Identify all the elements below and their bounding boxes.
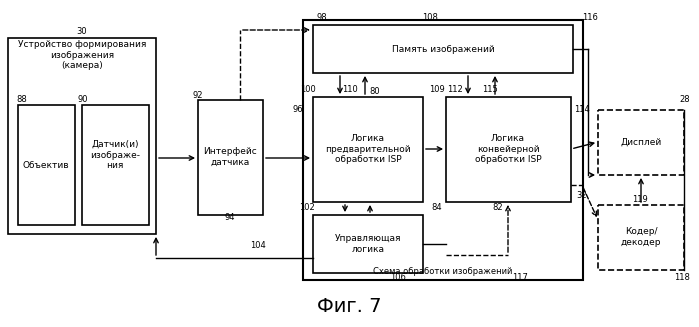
Text: 28: 28 (679, 95, 691, 105)
Bar (313, 215, 423, 273)
Text: Управляющая
логика: Управляющая логика (335, 234, 401, 254)
Text: Датчик(и)
изображе-
ния: Датчик(и) изображе- ния (90, 140, 140, 170)
Text: 109: 109 (429, 85, 445, 95)
Text: Устройство формирования
изображения
(камера): Устройство формирования изображения (кам… (17, 40, 146, 70)
Text: 117: 117 (512, 273, 528, 283)
Bar (446, 97, 571, 202)
Text: 92: 92 (193, 91, 203, 99)
Text: 100: 100 (300, 85, 316, 95)
Text: 94: 94 (225, 214, 236, 222)
Text: 104: 104 (250, 240, 266, 250)
Text: 116: 116 (582, 13, 598, 23)
Bar (598, 205, 684, 270)
Text: 119: 119 (632, 196, 648, 204)
Text: 115: 115 (482, 85, 498, 95)
Text: 80: 80 (370, 88, 380, 96)
Text: 114: 114 (574, 106, 590, 114)
Text: Объектив: Объектив (22, 161, 69, 169)
Text: 110: 110 (342, 85, 358, 95)
Text: 88: 88 (17, 95, 27, 105)
Text: 118: 118 (674, 273, 690, 283)
Bar (18, 105, 75, 225)
Bar (8, 38, 156, 234)
Text: 82: 82 (493, 203, 503, 213)
Text: 98: 98 (317, 13, 327, 23)
Text: Кодер/
декодер: Кодер/ декодер (621, 227, 661, 247)
Bar (313, 97, 423, 202)
Text: Логика
конвейерной
обработки ISP: Логика конвейерной обработки ISP (475, 134, 541, 164)
Text: 108: 108 (422, 13, 438, 23)
Text: Логика
предварительной
обработки ISP: Логика предварительной обработки ISP (325, 134, 411, 164)
Text: 84: 84 (432, 203, 442, 213)
Bar (198, 100, 263, 215)
Text: 90: 90 (78, 95, 88, 105)
Text: 96: 96 (293, 106, 303, 114)
Text: Дисплей: Дисплей (621, 137, 662, 146)
Text: 30: 30 (77, 27, 87, 37)
Text: 106: 106 (390, 273, 406, 283)
Text: Фиг. 7: Фиг. 7 (317, 298, 382, 317)
Text: 102: 102 (299, 203, 315, 213)
Bar (303, 20, 583, 280)
Text: Интерфейс
датчика: Интерфейс датчика (203, 147, 257, 167)
Text: Память изображений: Память изображений (391, 44, 494, 54)
Bar (313, 25, 573, 73)
Text: 112: 112 (447, 85, 463, 95)
Bar (598, 110, 684, 175)
Bar (82, 105, 149, 225)
Text: Схема обработки изображений: Схема обработки изображений (373, 267, 512, 277)
Text: 32: 32 (577, 191, 587, 199)
